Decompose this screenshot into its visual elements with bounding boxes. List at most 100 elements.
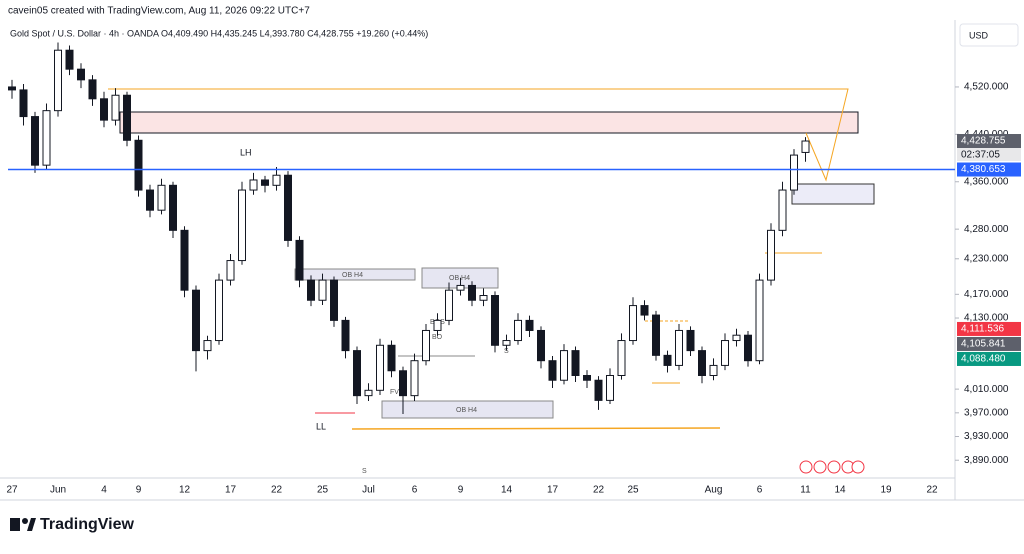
candle-body — [445, 289, 453, 321]
candle-body — [284, 174, 292, 241]
candle-body — [169, 184, 177, 231]
annotation: LL — [316, 421, 326, 431]
supply-zone — [119, 111, 859, 134]
price-label: 4,088.480 — [961, 354, 1006, 365]
x-tick-label: 17 — [547, 485, 559, 496]
candle-body — [790, 154, 798, 191]
low-line — [351, 427, 721, 430]
candle-body — [721, 340, 729, 366]
candle-body — [629, 305, 637, 342]
candle-body — [341, 319, 350, 352]
candle-body — [31, 116, 39, 166]
logo: TradingView — [10, 516, 135, 533]
candle-body — [594, 379, 603, 401]
candle-body — [77, 68, 85, 81]
candle-body — [502, 340, 511, 346]
price-label-box — [957, 351, 1021, 366]
candle-body — [100, 98, 108, 121]
x-tick-label: 6 — [757, 485, 763, 496]
annotation: S — [504, 348, 509, 355]
candle-body — [548, 360, 557, 381]
candle-body — [744, 334, 752, 362]
annotation: FVG — [390, 389, 404, 396]
flag[interactable] — [827, 460, 841, 474]
symbol-line: Gold Spot / U.S. Dollar · 4h · OANDA O4,… — [10, 28, 428, 38]
x-tick-label: 14 — [834, 485, 846, 496]
candle-body — [525, 319, 534, 331]
x-tick-label: 27 — [6, 485, 18, 496]
candle-body — [709, 364, 718, 376]
candle-body — [652, 314, 660, 356]
candle-body — [801, 140, 810, 153]
candle-body — [560, 350, 568, 381]
y-tick-label: 4,010.000 — [964, 384, 1009, 395]
candle-body — [8, 86, 16, 91]
countdown: 02:37:05 — [961, 150, 1000, 161]
candle-body — [146, 189, 154, 211]
candle-body — [433, 319, 442, 331]
flag[interactable] — [851, 460, 865, 474]
y-tick-label: 4,520.000 — [964, 82, 1009, 93]
candle-body — [261, 179, 269, 186]
x-tick-label: 17 — [225, 485, 237, 496]
price-label-box — [957, 162, 1021, 177]
candle-body — [732, 334, 741, 342]
candle-body — [192, 289, 200, 352]
candle-body — [134, 139, 143, 191]
candle-body — [364, 389, 373, 397]
candle-body — [19, 89, 28, 118]
y-tick-label: 3,890.000 — [964, 455, 1009, 466]
logo-mark — [10, 518, 20, 531]
y-tick-label: 4,170.000 — [964, 289, 1009, 300]
x-tick-label: 19 — [880, 485, 892, 496]
y-tick-label: 4,360.000 — [964, 176, 1009, 187]
x-tick-label: Jun — [50, 485, 66, 496]
candle-body — [330, 279, 338, 321]
candle-body — [203, 340, 212, 352]
projection-line — [108, 88, 849, 182]
y-tick-label: 3,930.000 — [964, 431, 1009, 442]
candle-body — [111, 94, 120, 121]
x-tick-label: 25 — [317, 485, 329, 496]
ob-box — [381, 400, 554, 419]
candle-body — [456, 284, 465, 291]
currency: USD — [969, 30, 989, 40]
price-label: 4,111.536 — [961, 324, 1004, 335]
candle-body — [376, 344, 384, 391]
currency-button[interactable] — [959, 23, 1019, 47]
x-tick-label: 9 — [136, 485, 142, 496]
x-tick-label: 6 — [412, 485, 418, 496]
annotation: BO — [432, 334, 443, 341]
candle-body — [65, 49, 74, 70]
price-label: 4,428.755 — [961, 136, 1006, 147]
x-tick-label: 14 — [501, 485, 513, 496]
logo-mark — [27, 518, 36, 531]
candle-body — [755, 279, 764, 362]
creator-line: cavein05 created with TradingView.com, A… — [8, 6, 310, 17]
candle-body — [249, 179, 258, 191]
flag[interactable] — [813, 460, 827, 474]
candle-body — [686, 329, 695, 352]
candle-body — [422, 329, 430, 362]
event-flags[interactable] — [799, 460, 865, 474]
candle-body — [537, 329, 545, 362]
y-tick-label: 3,970.000 — [964, 407, 1009, 418]
candle-body — [514, 319, 522, 342]
candle-body — [571, 350, 580, 376]
demand-zone — [791, 183, 875, 205]
candle-body — [468, 284, 476, 301]
candle-body — [295, 239, 304, 281]
candle-body — [583, 374, 591, 381]
candle-body — [663, 354, 672, 366]
annotation: LH — [240, 147, 252, 157]
logo-mark — [22, 518, 28, 524]
flag[interactable] — [799, 460, 813, 474]
candle-body — [387, 344, 396, 372]
annotation: OB H4 — [342, 272, 363, 279]
price-label: 4,380.653 — [961, 164, 1006, 175]
candle-body — [778, 189, 787, 231]
price-label-box — [957, 321, 1021, 336]
candle-body — [767, 229, 775, 281]
candle-body — [88, 79, 97, 100]
